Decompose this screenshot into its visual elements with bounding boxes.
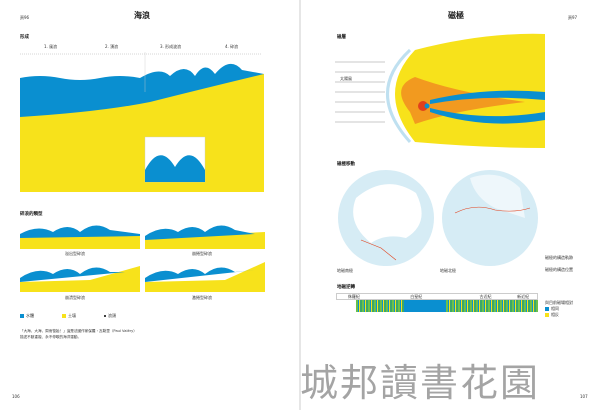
north-pole-label: 地磁北極 — [440, 268, 456, 273]
period-jurassic: 侏羅紀 — [347, 294, 360, 299]
water-swatch — [20, 314, 24, 318]
stage-1: 1. 風浪 — [44, 44, 58, 49]
page-gutter — [299, 0, 301, 410]
breaker-type-4: 激捲型碎浪 — [192, 295, 212, 300]
wave-formation-diagram — [20, 52, 264, 192]
stage-2: 2. 湧浪 — [105, 44, 119, 49]
solar-wind-label: 太陽風 — [340, 76, 352, 81]
legend-opposite: 相反 — [545, 312, 559, 318]
section-formation: 形成 — [20, 35, 29, 40]
watermark-logo: 城邦讀書花園 — [300, 361, 541, 405]
breaker-plunging-diagram — [145, 225, 265, 249]
period-neogene: 新近紀 — [517, 294, 530, 299]
page-number-right: 107 — [580, 394, 588, 399]
page-title-left: 海浪 — [134, 11, 150, 20]
legend-position: 磁極的構造位置 — [545, 267, 573, 272]
legend-track: 磁極的構造軌跡 — [545, 255, 573, 260]
crest-dot — [104, 315, 106, 317]
legend-soil: 土壤 — [62, 313, 76, 319]
page-label-left: 頁96 — [20, 15, 30, 20]
south-pole-map — [338, 170, 434, 266]
period-cretaceous: 白堊紀 — [410, 294, 423, 299]
north-pole-map — [442, 170, 538, 266]
breaker-type-2: 崩捲型碎浪 — [192, 251, 212, 256]
magnetosphere-diagram — [335, 33, 545, 148]
page-title-right: 磁極 — [448, 11, 464, 20]
soil-swatch — [62, 314, 66, 318]
section-reversal: 地磁逆轉 — [337, 285, 355, 290]
breaker-type-3: 崩潰型碎浪 — [65, 295, 85, 300]
legend-reversal-title: 與目前磁場相對 — [545, 300, 573, 305]
legend-water: 水體 — [20, 313, 34, 319]
stage-4: 4. 碎浪 — [225, 44, 239, 49]
page-label-right: 頁97 — [568, 15, 578, 20]
section-pole-shift: 磁極移動 — [337, 162, 355, 167]
breaker-surging-diagram — [145, 262, 265, 292]
period-bar: 侏羅紀 白堊紀 古近紀 新近紀 — [336, 293, 538, 300]
breaker-type-1: 溢出型碎浪 — [65, 251, 85, 256]
section-magnetosphere: 磁層 — [337, 35, 346, 40]
breaker-collapsing-diagram — [20, 266, 140, 292]
legend-same: 相同 — [545, 306, 559, 312]
south-pole-label: 地磁南極 — [337, 268, 353, 273]
breaker-spilling-diagram — [20, 225, 140, 249]
reversal-stripes — [356, 300, 538, 312]
period-paleogene: 古近紀 — [479, 294, 492, 299]
legend-crest: 浪頭 — [104, 313, 116, 319]
stage-3: 3. 形成波浪 — [160, 44, 182, 49]
section-breaker-types: 碎浪的類型 — [20, 212, 43, 217]
body-text-left: 「大海，大海，周而復始！」這是法國作家保羅・瓦勒里（Paul Valéry）描述… — [20, 329, 137, 340]
page-number-left: 106 — [12, 394, 20, 399]
